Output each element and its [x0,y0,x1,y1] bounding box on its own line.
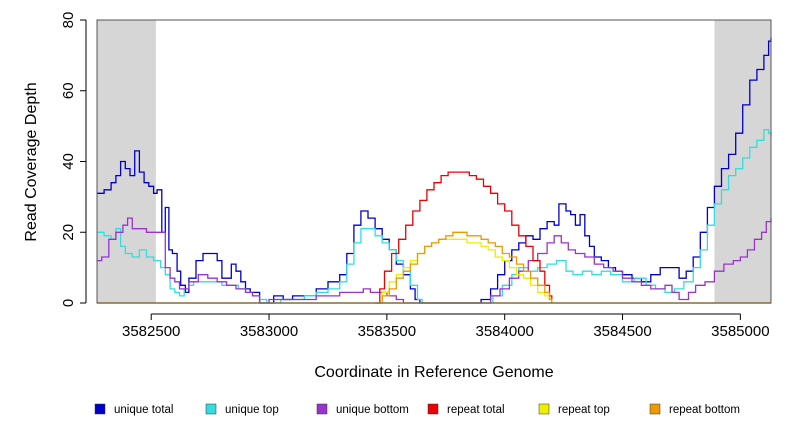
series-lines [97,37,772,304]
shaded-region-1 [97,20,156,303]
legend-label-unique-bottom: unique bottom [336,404,409,416]
y-axis-title: Read Coverage Depth [23,82,40,241]
series-line-repeat-top [375,238,553,304]
series-line-repeat-bottom [375,231,553,304]
series-line-repeat-total [375,171,553,304]
legend-swatch-unique-top [205,403,217,415]
y-tick-label: 80 [60,12,77,29]
legend-swatch-unique-bottom [316,403,328,415]
x-tick-label: 3583000 [240,323,298,340]
legend-label-repeat-total: repeat total [447,404,505,416]
x-axis-title: Coordinate in Reference Genome [314,364,553,381]
legend-swatch-repeat-bottom [649,403,661,415]
legend-label-repeat-top: repeat top [558,404,610,416]
x-tick-label: 3584500 [593,323,651,340]
legend-swatch-repeat-top [538,403,550,415]
plot-frame [96,19,772,304]
x-tick-label: 3584000 [475,323,533,340]
y-tick-label: 60 [60,82,77,99]
y-tick-label: 40 [60,153,77,170]
legend-swatch-repeat-total [427,403,439,415]
legend: unique total unique top unique bottom repea… [94,403,740,416]
y-axis: 0 20 40 60 80 [60,12,87,307]
legend-swatch-unique-total [94,403,106,415]
legend-label-unique-top: unique top [225,404,279,416]
series-line-unique-top [97,129,772,304]
series-line-unique-total [97,37,772,304]
y-tick-label: 20 [60,224,77,241]
x-axis: 3582500 3583000 3583500 3584000 3584500 35850… [122,313,770,340]
x-tick-label: 3583500 [358,323,416,340]
x-tick-label: 3582500 [122,323,180,340]
y-tick-label: 0 [60,299,77,307]
legend-label-repeat-bottom: repeat bottom [669,404,740,416]
x-tick-label: 3585000 [711,323,769,340]
legend-label-unique-total: unique total [114,404,173,416]
series-line-unique-bottom [97,217,772,304]
